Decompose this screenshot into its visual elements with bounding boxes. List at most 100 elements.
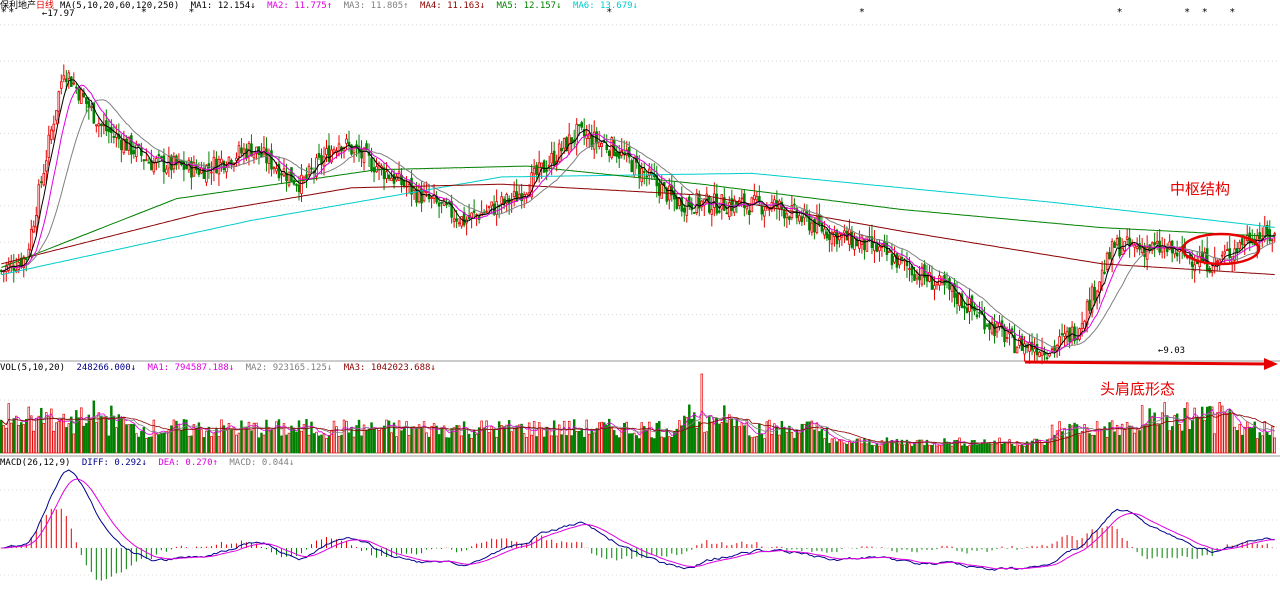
candle-body bbox=[920, 266, 924, 285]
candle-body bbox=[1110, 241, 1114, 264]
volume-bar bbox=[95, 422, 98, 454]
head-shoulders-arrow-shaft bbox=[1024, 360, 1269, 366]
low-price-value: 9.03 bbox=[1163, 346, 1186, 356]
volume-bar bbox=[220, 419, 223, 454]
volume-bar bbox=[808, 421, 811, 454]
candle-body bbox=[1053, 345, 1056, 351]
volume-bar bbox=[137, 436, 141, 454]
candle-body bbox=[1233, 248, 1236, 261]
candle-body bbox=[532, 167, 536, 175]
center-pivot-ellipse bbox=[1181, 232, 1261, 266]
volume-bar bbox=[37, 415, 41, 454]
volume-bar bbox=[698, 421, 701, 454]
candle-body bbox=[675, 197, 679, 209]
volume-bar bbox=[205, 430, 208, 454]
vol-ma1: MA1: 794587.188↓ bbox=[147, 363, 235, 373]
volume-bar bbox=[738, 426, 741, 454]
volume-bar bbox=[825, 427, 829, 454]
volume-bar bbox=[417, 424, 421, 454]
volume-bar bbox=[460, 435, 463, 454]
volume-bar bbox=[690, 418, 694, 454]
macd-value: MACD: 0.044↓ bbox=[229, 458, 295, 468]
volume-bar bbox=[728, 414, 731, 454]
low-price-marker: ←9.03 bbox=[1158, 346, 1186, 356]
volume-bar bbox=[858, 438, 861, 454]
candle-body bbox=[1153, 242, 1156, 246]
candle-body bbox=[1173, 248, 1176, 255]
candle-body bbox=[160, 156, 163, 159]
candle-body bbox=[908, 268, 911, 271]
candle-body bbox=[1108, 251, 1111, 260]
volume-bar bbox=[67, 423, 71, 454]
volume-bar bbox=[898, 443, 901, 454]
candle-body bbox=[665, 187, 669, 202]
volume-bar bbox=[1143, 424, 1146, 454]
volume-bar bbox=[450, 428, 453, 454]
volume-bar bbox=[157, 434, 161, 454]
volume-bar bbox=[1043, 444, 1046, 454]
volume-bar bbox=[75, 410, 78, 454]
candle-body bbox=[893, 255, 896, 263]
volume-bar bbox=[317, 435, 321, 454]
volume-bar bbox=[415, 428, 418, 454]
volume-bar bbox=[820, 428, 824, 454]
volume-bar bbox=[287, 432, 291, 454]
candle-body bbox=[455, 218, 458, 222]
ma1-value: MA1: 12.154↓ bbox=[190, 1, 256, 11]
candle-body bbox=[1033, 348, 1036, 353]
volume-bar bbox=[170, 425, 173, 454]
candle-body bbox=[50, 129, 53, 140]
candle-body bbox=[220, 158, 223, 164]
volume-bar bbox=[1215, 412, 1219, 454]
volume-bar bbox=[608, 418, 611, 454]
candle-body bbox=[863, 238, 866, 251]
candle-body bbox=[1013, 334, 1016, 354]
volume-bar bbox=[800, 423, 804, 454]
candle-body bbox=[683, 207, 686, 213]
candle-body bbox=[390, 177, 393, 182]
volume-bar bbox=[803, 423, 806, 454]
vol-value: 248266.000↓ bbox=[76, 363, 137, 373]
vol-ma2: MA2: 923165.125↓ bbox=[245, 363, 333, 373]
candle-body bbox=[785, 213, 789, 219]
ma3-value: MA3: 11.805↑ bbox=[343, 1, 409, 11]
candle-body bbox=[655, 175, 659, 187]
volume-bar bbox=[1228, 408, 1231, 454]
volume-bar bbox=[693, 412, 696, 454]
volume-bar bbox=[247, 421, 251, 454]
candle-body bbox=[75, 86, 78, 89]
volume-bar bbox=[557, 424, 561, 454]
volume-bar bbox=[753, 436, 756, 454]
volume-bar bbox=[708, 416, 711, 454]
volume-bar bbox=[305, 419, 308, 454]
candle-body bbox=[310, 167, 313, 170]
candle-body bbox=[295, 184, 298, 186]
candle-body bbox=[795, 208, 799, 219]
volume-bar bbox=[763, 438, 766, 454]
volume-bar bbox=[0, 419, 3, 454]
volume-bar bbox=[680, 425, 684, 454]
volume-bar bbox=[873, 445, 876, 454]
volume-bar bbox=[227, 422, 231, 454]
volume-bar bbox=[1248, 426, 1251, 454]
volume-bar bbox=[315, 431, 318, 454]
candle-body bbox=[72, 82, 76, 85]
volume-bar bbox=[1120, 423, 1124, 454]
candle-body bbox=[825, 231, 829, 239]
candle-body bbox=[625, 149, 629, 156]
volume-bar bbox=[995, 443, 999, 454]
candle-body bbox=[1035, 344, 1039, 356]
volume-bar bbox=[1078, 434, 1081, 454]
high-price-value: 17.97 bbox=[47, 9, 75, 19]
candle-body bbox=[925, 274, 929, 282]
volume-bar bbox=[710, 421, 714, 454]
volume-bar bbox=[1123, 429, 1126, 454]
volume-bar bbox=[1018, 444, 1021, 454]
volume-bar bbox=[182, 419, 186, 454]
candle-body bbox=[100, 123, 103, 127]
volume-bar bbox=[860, 443, 864, 454]
volume-bar bbox=[527, 422, 531, 454]
ma2-value: MA2: 11.775↑ bbox=[267, 1, 333, 11]
candle-body bbox=[1028, 341, 1031, 352]
